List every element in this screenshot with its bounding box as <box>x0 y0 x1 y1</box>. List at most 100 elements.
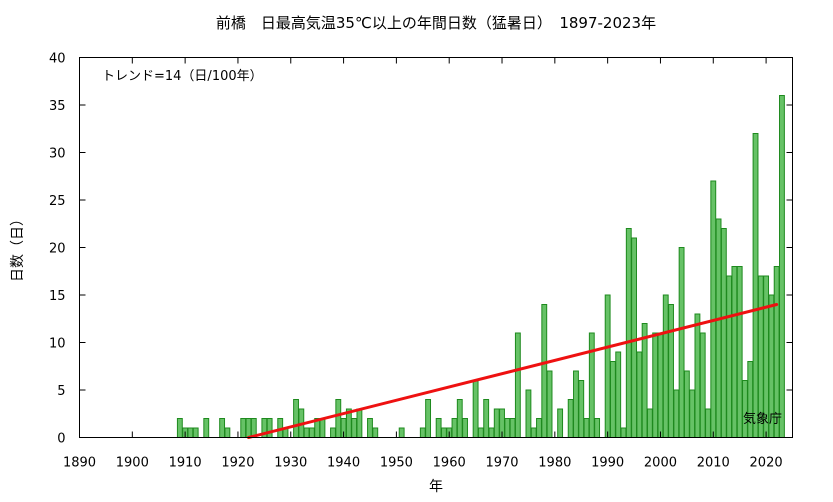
x-tick-label-1940: 1940 <box>327 456 360 471</box>
axes-group: 1890 1900 1910 1920 1930 1940 1950 1960 1970 1980… <box>49 52 793 471</box>
trend-line <box>247 303 779 439</box>
bar-2016 <box>742 380 748 438</box>
bar-2003 <box>673 389 680 438</box>
chart-title: 前橋 日最高気温35℃以上の年間日数（猛暑日） 1897-2023年 <box>216 14 656 32</box>
x-tick-label-2020: 2020 <box>750 456 783 471</box>
bar-1918 <box>224 427 231 438</box>
bar-1972 <box>509 418 516 438</box>
bar-1911 <box>187 427 194 438</box>
bar-1992 <box>615 351 622 438</box>
trend-annotation: トレンド=14（日/100年） <box>102 69 263 84</box>
bar-2015 <box>736 266 743 438</box>
bar-1958 <box>435 418 442 438</box>
x-tick-label-1990: 1990 <box>591 456 624 471</box>
bar-2014 <box>731 266 738 438</box>
bar-1997 <box>641 323 648 438</box>
x-tick-label-1920: 1920 <box>221 456 254 471</box>
bar-1978 <box>541 304 548 438</box>
y-tick-label-10: 10 <box>49 337 66 352</box>
bar-1951 <box>398 427 405 438</box>
bar-1914 <box>203 418 210 438</box>
bar-1979 <box>546 370 553 438</box>
bar-1962 <box>456 399 463 438</box>
x-tick-label-1960: 1960 <box>433 456 466 471</box>
x-tick-label-1890: 1890 <box>63 456 96 471</box>
bar-1988 <box>594 418 601 438</box>
bar-1917 <box>219 418 226 438</box>
bar-1933 <box>303 427 310 438</box>
x-tick-label-1950: 1950 <box>380 456 413 471</box>
bar-1936 <box>319 418 326 438</box>
bar-1975 <box>525 389 532 438</box>
bar-1921 <box>240 418 247 438</box>
x-axis-label: 年 <box>429 479 443 495</box>
bar-1912 <box>192 427 199 438</box>
bar-2008 <box>699 332 706 438</box>
bar-1983 <box>567 399 574 438</box>
bar-2011 <box>715 218 722 438</box>
bar-1976 <box>530 427 537 438</box>
bar-1965 <box>472 380 479 438</box>
bar-1986 <box>583 418 590 438</box>
bar-1977 <box>536 418 542 438</box>
bar-1987 <box>588 332 595 438</box>
bar-1998 <box>646 408 653 438</box>
bar-1946 <box>372 427 379 438</box>
bar-1934 <box>308 427 315 438</box>
bar-2023 <box>779 95 785 438</box>
y-tick-label-40: 40 <box>49 52 66 67</box>
bar-2004 <box>678 247 685 438</box>
bar-1922 <box>245 418 252 438</box>
bar-2005 <box>683 370 690 438</box>
x-tick-label-1910: 1910 <box>169 456 202 471</box>
x-tick-label-1980: 1980 <box>538 456 571 471</box>
y-tick-label-5: 5 <box>57 384 65 399</box>
bar-1981 <box>557 408 564 438</box>
bar-2009 <box>705 408 711 438</box>
x-tick-label-2000: 2000 <box>644 456 677 471</box>
bar-1971 <box>504 418 511 438</box>
y-tick-label-30: 30 <box>49 147 66 162</box>
bar-1996 <box>636 351 643 438</box>
bars-group <box>176 95 785 438</box>
bar-1961 <box>451 418 458 438</box>
x-tick-label-1970: 1970 <box>485 456 518 471</box>
bar-1943 <box>356 408 363 438</box>
bar-1966 <box>477 427 484 438</box>
bar-2010 <box>710 180 717 438</box>
y-tick-label-20: 20 <box>49 242 66 257</box>
x-tick-label-1900: 1900 <box>116 456 149 471</box>
bar-2000 <box>657 332 664 438</box>
bar-1984 <box>573 370 579 438</box>
bar-1945 <box>367 418 373 438</box>
bar-1963 <box>462 418 468 438</box>
bar-1955 <box>419 427 426 438</box>
bar-1942 <box>351 418 358 438</box>
bar-1967 <box>483 399 490 438</box>
bar-1991 <box>610 361 616 438</box>
bar-1990 <box>604 294 611 438</box>
bar-1973 <box>514 332 521 438</box>
bar-2002 <box>668 304 674 438</box>
bar-1995 <box>631 237 637 438</box>
bar-1959 <box>440 427 447 438</box>
trend-group <box>247 303 779 439</box>
x-tick-label-1930: 1930 <box>274 456 307 471</box>
bar-1939 <box>335 399 342 438</box>
bar-1968 <box>488 427 495 438</box>
y-tick-label-0: 0 <box>57 432 65 447</box>
bar-1909 <box>176 418 183 438</box>
bar-1956 <box>425 399 432 438</box>
y-tick-label-15: 15 <box>49 289 66 304</box>
bar-2007 <box>694 313 701 438</box>
bar-2012 <box>720 228 727 438</box>
y-axis-label: 日数（日） <box>10 212 26 282</box>
bar-1985 <box>578 380 585 438</box>
bar-1993 <box>620 427 627 438</box>
y-tick-label-35: 35 <box>49 99 66 114</box>
bar-1926 <box>266 418 273 438</box>
bar-2013 <box>726 275 733 438</box>
y-tick-label-25: 25 <box>49 194 66 209</box>
